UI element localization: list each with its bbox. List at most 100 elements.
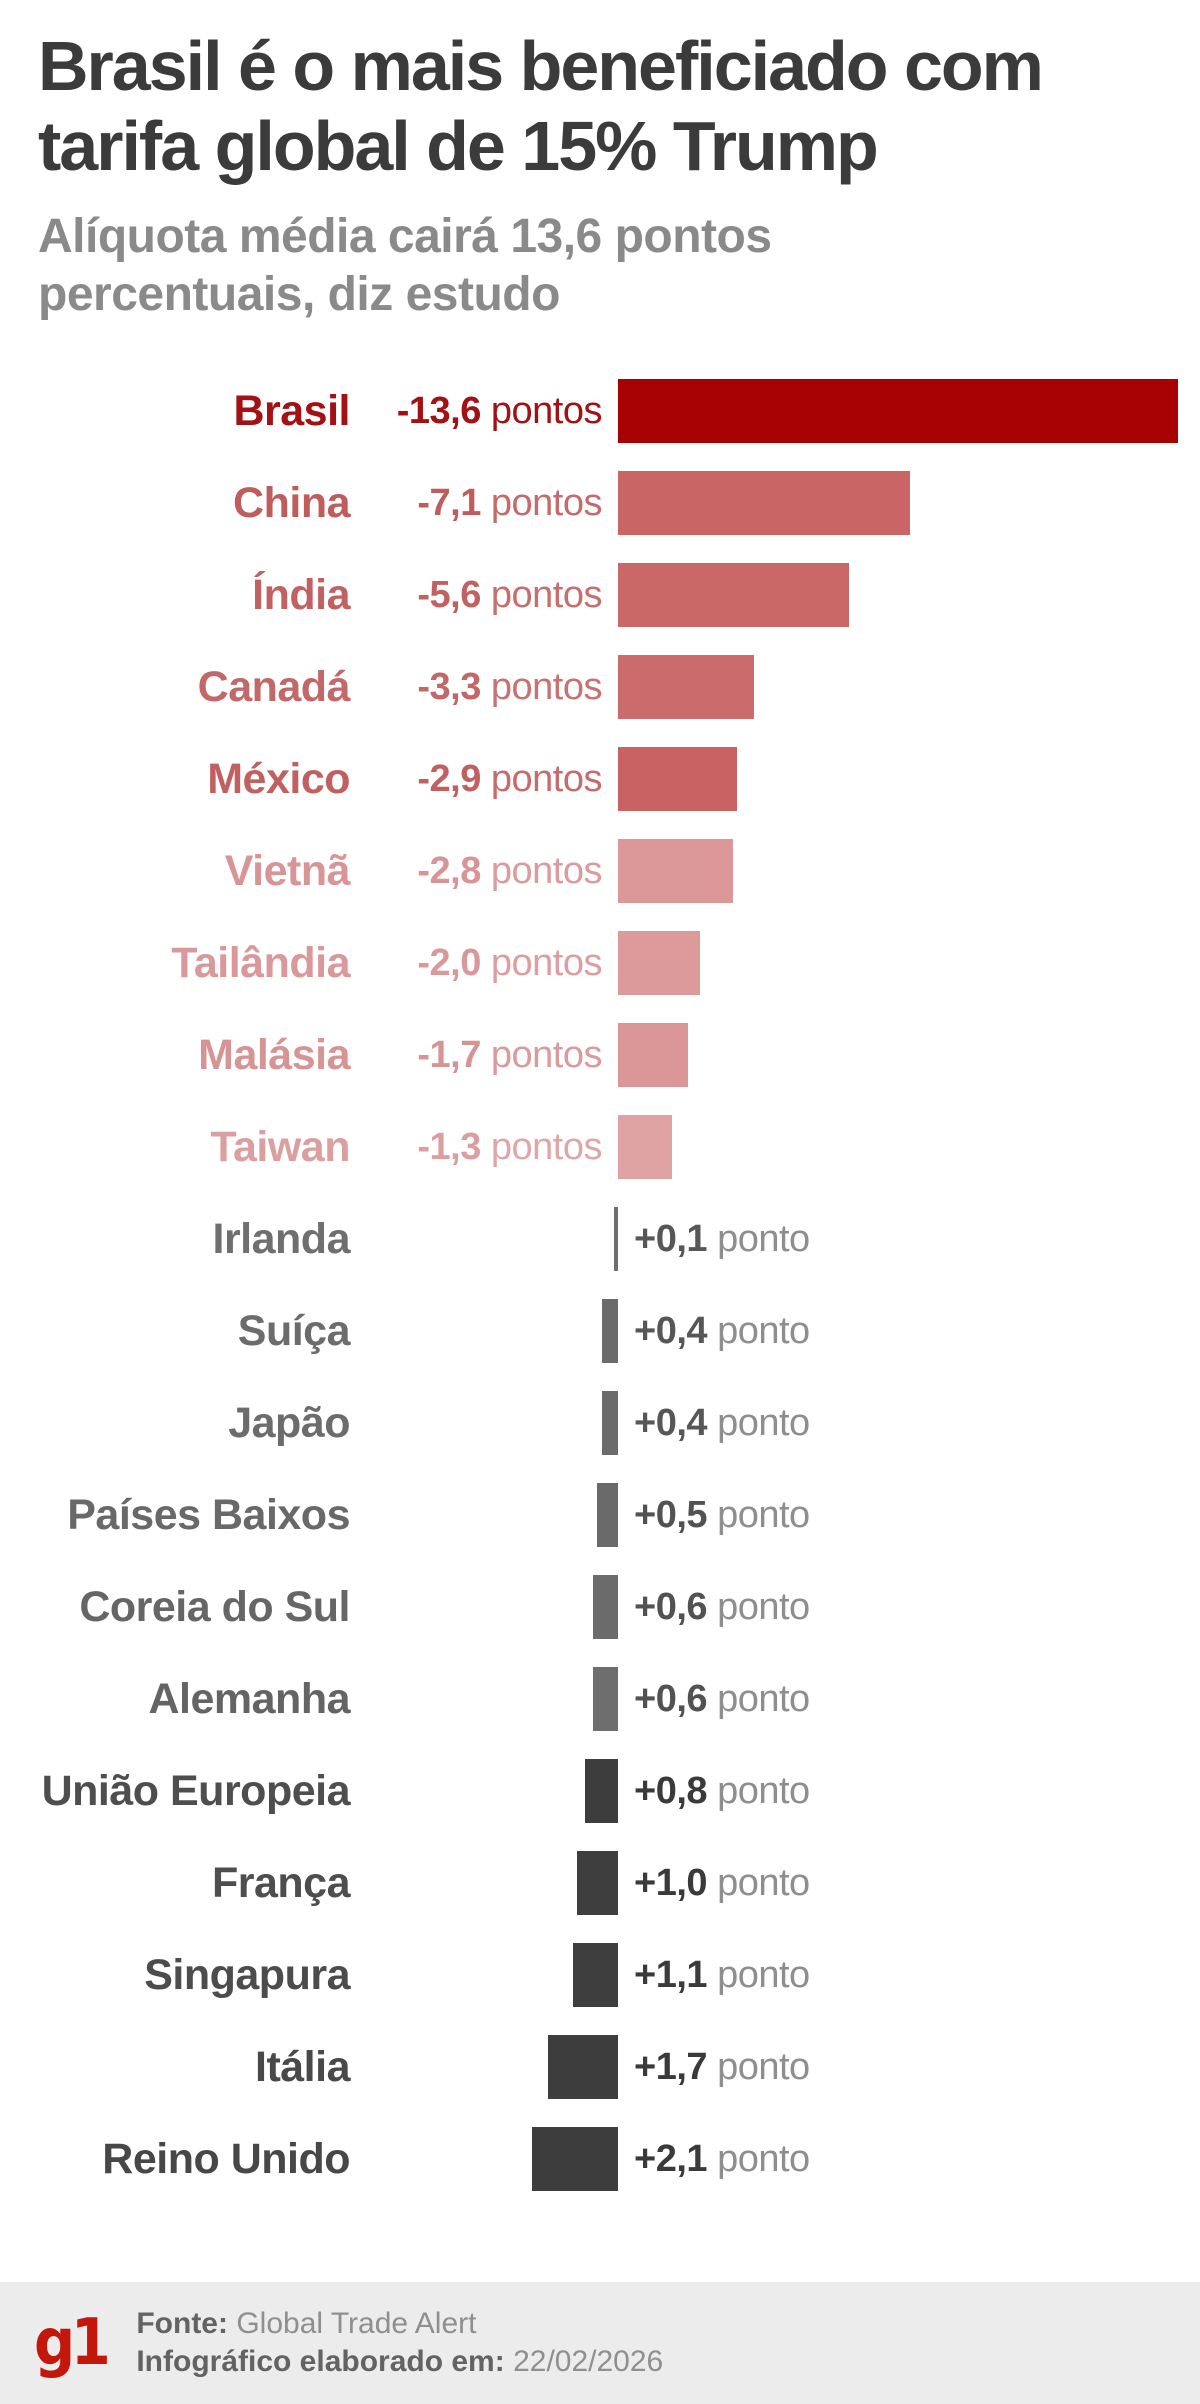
- country-label: Coreia do Sul: [79, 1583, 350, 1631]
- chart-row: Canadá -3,3 pontos: [0, 641, 1200, 733]
- value-number: +0,6: [634, 1678, 708, 1720]
- value-number: +0,1: [634, 1218, 708, 1260]
- bar: [602, 1299, 618, 1363]
- value-unit: ponto: [717, 1402, 810, 1444]
- source-value: Global Trade Alert: [236, 2307, 477, 2340]
- value-number: +2,1: [634, 2138, 708, 2180]
- credits: Fonte: Global Trade Alert Infográfico el…: [136, 2305, 663, 2381]
- value-unit: pontos: [490, 390, 603, 432]
- value-unit: pontos: [490, 666, 603, 708]
- bar: [577, 1851, 618, 1915]
- subtitle-line-1: Alíquota média cairá 13,6 pontos: [38, 210, 772, 263]
- country-label: México: [207, 755, 350, 803]
- value-number: -13,6: [396, 390, 482, 432]
- bar: [573, 1943, 618, 2007]
- page-subtitle: Alíquota média cairá 13,6 pontos percent…: [38, 208, 1188, 324]
- value-unit: ponto: [717, 1218, 810, 1260]
- chart-row: União Europeia +0,8 ponto: [0, 1745, 1200, 1837]
- chart-row: Singapura +1,1 ponto: [0, 1929, 1200, 2021]
- date-label: Infográfico elaborado em:: [136, 2345, 505, 2378]
- bar: [585, 1759, 618, 1823]
- chart-row: Itália +1,7 ponto: [0, 2021, 1200, 2113]
- subtitle-line-2: percentuais, diz estudo: [38, 268, 560, 321]
- date-value: 22/02/2026: [513, 2345, 664, 2378]
- value-label: +1,0 ponto: [634, 1837, 810, 1929]
- bar: [618, 563, 849, 627]
- value-number: -1,3: [417, 1126, 481, 1168]
- bar-chart: Brasil -13,6 pontos China -7,1 pontos Ín…: [0, 365, 1200, 2205]
- value-label: -3,3 pontos: [360, 641, 602, 733]
- country-label: Itália: [255, 2043, 351, 2091]
- value-unit: pontos: [490, 942, 603, 984]
- value-label: -5,6 pontos: [360, 549, 602, 641]
- value-label: -1,3 pontos: [360, 1101, 602, 1193]
- value-unit: ponto: [717, 1678, 810, 1720]
- value-number: -2,9: [417, 758, 481, 800]
- value-unit: ponto: [717, 1770, 810, 1812]
- chart-row: México -2,9 pontos: [0, 733, 1200, 825]
- value-number: -7,1: [417, 482, 481, 524]
- country-label: Alemanha: [148, 1675, 350, 1723]
- value-number: +0,6: [634, 1586, 708, 1628]
- value-unit: pontos: [490, 574, 603, 616]
- value-unit: pontos: [490, 1126, 603, 1168]
- chart-row: Coreia do Sul +0,6 ponto: [0, 1561, 1200, 1653]
- bar: [614, 1207, 618, 1271]
- value-label: +0,8 ponto: [634, 1745, 810, 1837]
- value-label: -7,1 pontos: [360, 457, 602, 549]
- value-label: -2,8 pontos: [360, 825, 602, 917]
- country-label: Tailândia: [171, 939, 350, 987]
- country-label: Canadá: [197, 663, 351, 711]
- value-label: +1,7 ponto: [634, 2021, 810, 2113]
- value-label: -1,7 pontos: [360, 1009, 602, 1101]
- value-number: +0,4: [634, 1402, 708, 1444]
- value-unit: ponto: [717, 1310, 810, 1352]
- value-label: +2,1 ponto: [634, 2113, 810, 2205]
- country-label: Países Baixos: [67, 1491, 350, 1539]
- bar: [593, 1667, 618, 1731]
- value-number: +1,1: [634, 1954, 708, 1996]
- bar: [593, 1575, 618, 1639]
- value-number: -2,8: [417, 850, 481, 892]
- country-label: China: [233, 479, 350, 527]
- page-title: Brasil é o mais beneficiado com tarifa g…: [38, 26, 1188, 186]
- header: Brasil é o mais beneficiado com tarifa g…: [38, 26, 1188, 324]
- bar: [618, 379, 1178, 443]
- chart-row: Taiwan -1,3 pontos: [0, 1101, 1200, 1193]
- value-unit: pontos: [490, 850, 603, 892]
- bar: [618, 1023, 688, 1087]
- value-label: -2,0 pontos: [360, 917, 602, 1009]
- chart-row: Índia -5,6 pontos: [0, 549, 1200, 641]
- country-label: Irlanda: [212, 1215, 351, 1263]
- chart-row: Japão +0,4 ponto: [0, 1377, 1200, 1469]
- bar: [618, 655, 754, 719]
- value-unit: ponto: [717, 1494, 810, 1536]
- chart-row: Reino Unido +2,1 ponto: [0, 2113, 1200, 2205]
- country-label: Vietnã: [224, 847, 351, 895]
- source-line: Fonte: Global Trade Alert: [136, 2305, 663, 2343]
- value-number: -2,0: [417, 942, 481, 984]
- value-unit: pontos: [490, 1034, 603, 1076]
- value-number: +0,4: [634, 1310, 708, 1352]
- value-unit: pontos: [490, 758, 603, 800]
- value-label: -2,9 pontos: [360, 733, 602, 825]
- source-label: Fonte:: [136, 2307, 228, 2340]
- value-number: -5,6: [417, 574, 481, 616]
- title-line-2: tarifa global de 15% Trump: [38, 107, 879, 185]
- value-label: +0,4 ponto: [634, 1285, 810, 1377]
- value-label: +0,4 ponto: [634, 1377, 810, 1469]
- country-label: Malásia: [198, 1031, 350, 1079]
- value-number: -1,7: [417, 1034, 481, 1076]
- bar: [618, 471, 910, 535]
- country-label: Reino Unido: [102, 2135, 350, 2183]
- value-unit: ponto: [717, 1862, 810, 1904]
- country-label: Taiwan: [210, 1123, 350, 1171]
- value-number: +0,8: [634, 1770, 708, 1812]
- value-unit: ponto: [717, 1586, 810, 1628]
- value-number: +1,0: [634, 1862, 708, 1904]
- value-label: +0,5 ponto: [634, 1469, 810, 1561]
- country-label: Índia: [252, 571, 350, 619]
- chart-row: Suíça +0,4 ponto: [0, 1285, 1200, 1377]
- title-line-1: Brasil é o mais beneficiado com: [38, 27, 1044, 105]
